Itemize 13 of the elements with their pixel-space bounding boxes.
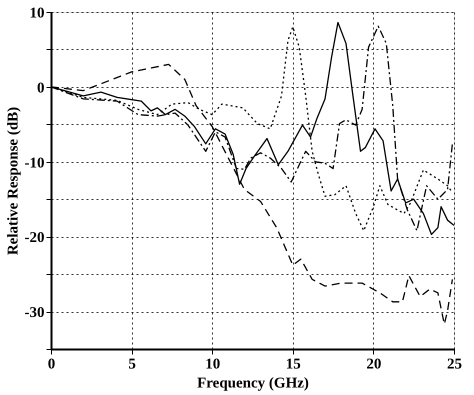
x-tick-label: 25 (447, 356, 462, 372)
y-tick-label: 10 (30, 6, 44, 22)
y-tick-label: -30 (24, 305, 44, 322)
x-tick-label: 5 (128, 356, 136, 372)
y-tick-label: -20 (24, 230, 44, 246)
y-axis-title: Relative Response (dB) (6, 106, 22, 256)
x-axis-title: Frequency (GHz) (197, 376, 309, 392)
x-tick-label: 20 (366, 356, 382, 372)
x-tick-label: 15 (286, 356, 301, 372)
x-tick-label: 0 (48, 356, 56, 372)
y-tick-label: 0 (37, 80, 44, 96)
y-tick-label: -10 (24, 155, 44, 172)
x-tick-label: 10 (205, 356, 220, 372)
